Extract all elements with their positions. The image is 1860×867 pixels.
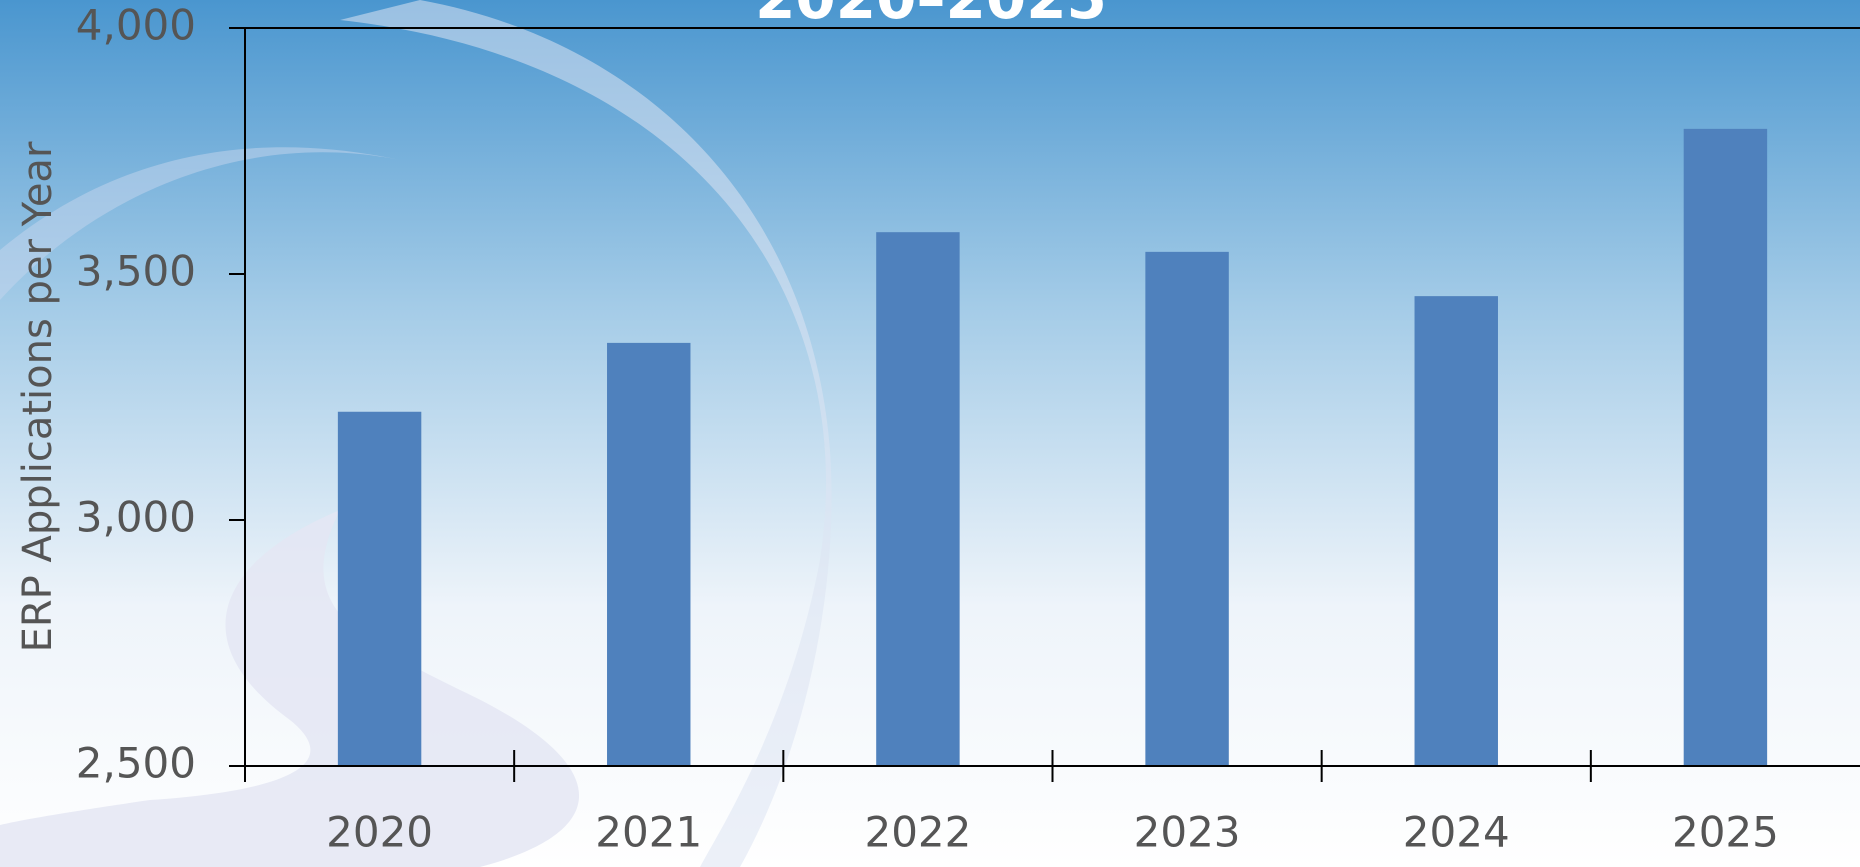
swirl: [0, 147, 400, 300]
x-tick-label: 2020: [326, 808, 433, 857]
bar: [1145, 251, 1229, 767]
chart-title: 2020–2025: [755, 0, 1107, 32]
y-tick-label: 3,500: [76, 247, 196, 296]
y-tick-label: 3,000: [76, 493, 196, 542]
bar: [607, 342, 691, 766]
bar: [876, 232, 960, 766]
x-tick-label: 2021: [595, 808, 702, 857]
x-tick-label: 2022: [864, 808, 971, 857]
bar: [1414, 296, 1498, 766]
x-tick-label: 2023: [1134, 808, 1241, 857]
y-tick-label: 2,500: [76, 739, 196, 788]
bar: [1683, 128, 1768, 767]
y-axis-label: ERP Applications per Year: [15, 141, 61, 652]
x-tick-label: 2025: [1672, 808, 1779, 857]
y-tick-label: 4,000: [76, 1, 196, 50]
bar: [337, 411, 422, 766]
swirl: [0, 510, 580, 867]
x-tick-label: 2024: [1403, 808, 1510, 857]
